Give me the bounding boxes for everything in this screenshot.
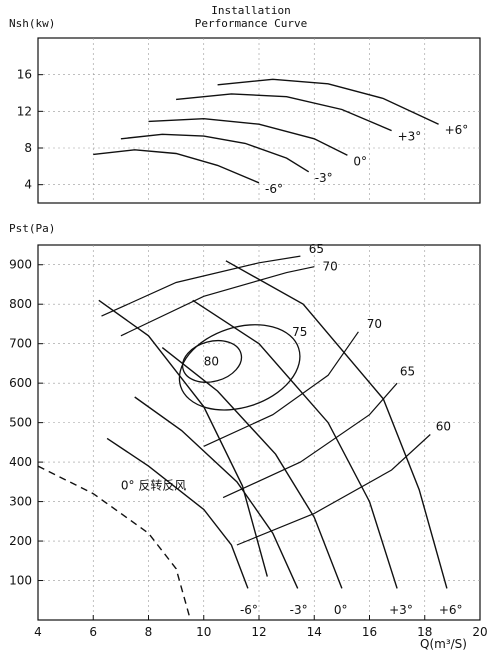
x-tick-label: 12 (251, 625, 266, 639)
power-curve-3 (176, 93, 392, 132)
chart-title-line2: Performance Curve (194, 17, 308, 30)
power-ticks: 4 8 12 16 (17, 68, 43, 192)
pressure-curve-label-4: +6° (439, 603, 463, 617)
pressure-y-tick-label: 200 (9, 534, 32, 548)
power-curve-2 (148, 117, 348, 156)
iso-efficiency-label-2: 70 (367, 317, 382, 331)
pressure-curve-label-0: -6° (240, 603, 258, 617)
pressure-grid (38, 245, 480, 620)
pressure-curve-4 (225, 260, 448, 589)
pressure-y-tick-label: 700 (9, 337, 32, 351)
efficiency-oval-80 (181, 339, 243, 383)
pressure-y-tick-label: 900 (9, 258, 32, 272)
power-curve-0 (93, 149, 260, 184)
iso-efficiency-line-3 (222, 382, 398, 499)
iso-efficiency-line-2 (203, 331, 359, 447)
pressure-y-tick-label: 800 (9, 297, 32, 311)
power-y-tick-label: 16 (17, 68, 32, 82)
x-tick-label: 4 (34, 625, 42, 639)
power-axis-label: Nsh(kw) (9, 17, 56, 30)
x-tick-label: 16 (362, 625, 377, 639)
power-curve-label-1: -3° (315, 171, 333, 185)
power-grid (38, 38, 480, 203)
power-curve-label-0: -6° (265, 182, 283, 196)
power-curves: -6° -3° 0° +3° +6° (93, 78, 469, 196)
power-curve-label-4: +6° (445, 123, 469, 137)
reverse-flow-curve (37, 465, 191, 619)
x-tick-label: 10 (196, 625, 211, 639)
x-tick-label: 8 (145, 625, 153, 639)
power-y-tick-label: 8 (24, 141, 32, 155)
reverse-flow-label: 0° 反转反风 (121, 478, 186, 493)
iso-efficiency-label-1: 70 (323, 260, 338, 274)
pressure-y-tick-label: 400 (9, 455, 32, 469)
power-curve-1 (120, 133, 310, 173)
iso-efficiency-line-0 (101, 255, 301, 317)
x-axis-label: Q(m³/S) (420, 637, 467, 651)
x-tick-label: 20 (472, 625, 487, 639)
power-curve-4 (217, 78, 439, 125)
pressure-y-tick-label: 300 (9, 495, 32, 509)
pressure-curve-label-2: 0° (334, 603, 348, 617)
x-tick-label: 14 (307, 625, 322, 639)
chart-title-line1: Installation (211, 4, 291, 17)
x-tick-label: 6 (89, 625, 97, 639)
iso-efficiency-label-3: 65 (400, 364, 415, 378)
pressure-curve-2 (161, 347, 343, 589)
surge-envelope-curve (98, 299, 268, 577)
pressure-curve-label-1: -3° (290, 603, 308, 617)
iso-efficiency-label-0: 65 (309, 242, 324, 256)
pressure-curve-label-3: +3° (389, 603, 413, 617)
iso-efficiency-line-4 (236, 434, 431, 546)
efficiency-label-75: 75 (292, 325, 307, 339)
power-curve-label-2: 0° (353, 154, 367, 168)
efficiency-label-80: 80 (204, 354, 219, 368)
pressure-curve-1 (134, 396, 299, 589)
pressure-ticks: 100 200 300 400 500 600 700 800 900 4 6 8 10 12 14 16 18… (9, 258, 488, 639)
pressure-curves: 80 75 -6° -3° 0° +3° +6° 65 70 70 65 60 0° 反转反风 (37, 242, 463, 619)
pressure-axis-label: Pst(Pa) (9, 222, 56, 235)
iso-efficiency-line-1 (120, 266, 315, 337)
pressure-curve-3 (192, 299, 398, 589)
pressure-y-tick-label: 100 (9, 574, 32, 588)
x-tick-label: 18 (417, 625, 432, 639)
efficiency-oval-75 (178, 324, 301, 411)
pressure-panel: 100 200 300 400 500 600 700 800 900 4 6 8 10 12 14 16 18… (9, 242, 488, 639)
power-y-tick-label: 12 (17, 104, 32, 118)
pressure-y-tick-label: 600 (9, 376, 32, 390)
power-y-tick-label: 4 (24, 178, 32, 192)
power-panel: 4 8 12 16 -6° -3° 0° +3° +6° (17, 37, 481, 204)
pressure-y-tick-label: 500 (9, 416, 32, 430)
power-curve-label-3: +3° (398, 130, 422, 144)
pressure-curve-0 (106, 437, 249, 589)
iso-efficiency-label-4: 60 (436, 420, 451, 434)
